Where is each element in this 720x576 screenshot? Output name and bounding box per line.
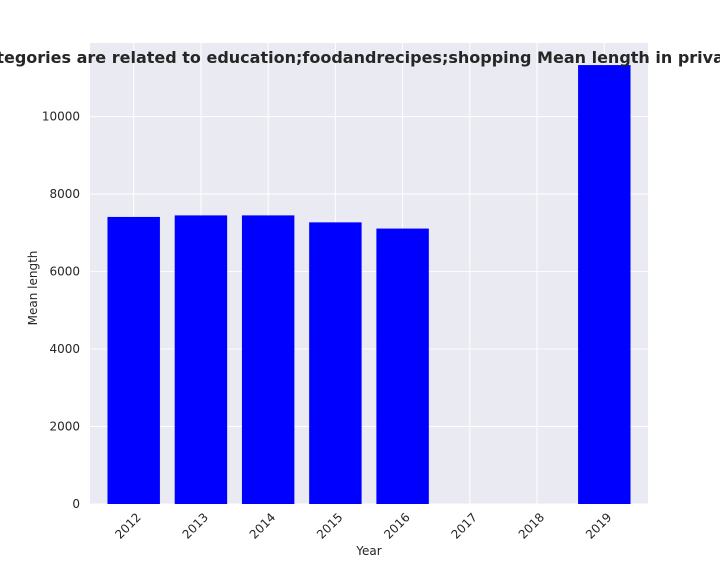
y-axis-label: Mean length [26, 251, 40, 326]
x-tick-label: 2014 [247, 510, 278, 541]
plot-area [90, 43, 648, 504]
bar-2016 [376, 228, 429, 504]
bars [107, 65, 631, 505]
x-tick-label: 2016 [381, 510, 412, 541]
y-tick-label: 10000 [42, 110, 80, 124]
bar-2012 [107, 216, 160, 504]
x-tick-label: 2015 [314, 510, 345, 541]
y-tick-labels: 0 2000 4000 6000 8000 10000 [42, 110, 80, 511]
x-tick-label: 2012 [112, 510, 143, 541]
y-tick-label: 4000 [49, 342, 80, 356]
bar-2013 [174, 215, 228, 505]
x-tick-label: 2018 [516, 510, 547, 541]
bar-2019 [578, 65, 631, 504]
y-tick-label: 6000 [49, 265, 80, 279]
chart-title: Domain categories are related to educati… [0, 48, 720, 67]
x-tick-label: 2013 [180, 510, 211, 541]
x-tick-labels: 2012 2013 2014 2015 2016 2017 2018 2019 [112, 510, 614, 541]
x-tick-label: 2019 [583, 510, 614, 541]
y-tick-label: 2000 [49, 420, 80, 434]
x-axis-label: Year [355, 544, 381, 558]
y-tick-label: 0 [72, 497, 80, 511]
bar-2015 [309, 222, 362, 504]
x-tick-label: 2017 [448, 510, 479, 541]
bar-2014 [241, 215, 295, 505]
y-tick-label: 8000 [49, 187, 80, 201]
